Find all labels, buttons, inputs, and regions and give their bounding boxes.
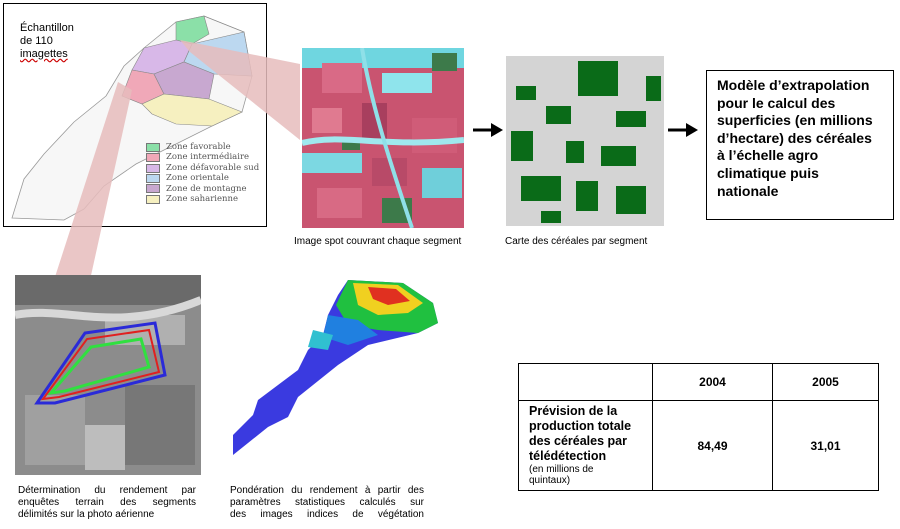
legend-item: Zone orientale (146, 173, 259, 183)
year-header: 2004 (652, 363, 773, 401)
zone-legend: Zone favorable Zone intermédiaire Zone d… (146, 142, 259, 204)
sample-label: Échantillon de 110 imagettes (20, 22, 74, 60)
arrow-icon (473, 123, 503, 137)
spot-satellite-image (302, 48, 464, 228)
legend-swatch (146, 173, 160, 183)
morocco-zones-map (11, 15, 253, 221)
morocco-zones-map-panel (3, 3, 267, 227)
production-forecast-table: 2004 2005 Prévision de la production tot… (518, 363, 879, 491)
legend-swatch (146, 163, 160, 173)
legend-item: Zone de montagne (146, 184, 259, 194)
forecast-value-cell: 84,49 (652, 400, 773, 491)
arrow-icon (668, 123, 698, 137)
forecast-row-label: Prévision de la production totale des cé… (518, 400, 653, 491)
table-row: Prévision de la production totale des cé… (518, 400, 879, 491)
yield-caption: Détermination du rendement par enquêtes … (18, 485, 196, 520)
legend-item: Zone intermédiaire (146, 152, 259, 162)
cereal-map-caption: Carte des céréales par segment (505, 236, 648, 247)
legend-item: Zone favorable (146, 142, 259, 152)
weighting-caption: Pondération du rendement à partir des pa… (230, 485, 424, 520)
legend-swatch (146, 184, 160, 194)
year-header: 2005 (772, 363, 879, 401)
legend-item: Zone défavorable sud (146, 163, 259, 173)
extrapolation-model-box: Modèle d’extrapolation pour le calcul de… (706, 70, 894, 220)
legend-swatch (146, 142, 160, 152)
legend-swatch (146, 194, 160, 204)
aerial-photo (15, 275, 201, 475)
table-header-row: 2004 2005 (518, 363, 879, 401)
spot-caption: Image spot couvrant chaque segment (294, 236, 462, 247)
legend-swatch (146, 153, 160, 163)
cereal-map-image (506, 56, 664, 226)
table-corner-cell (518, 363, 653, 401)
forecast-value-cell: 31,01 (772, 400, 879, 491)
vegetation-index-map (228, 275, 443, 465)
legend-item: Zone saharienne (146, 194, 259, 204)
